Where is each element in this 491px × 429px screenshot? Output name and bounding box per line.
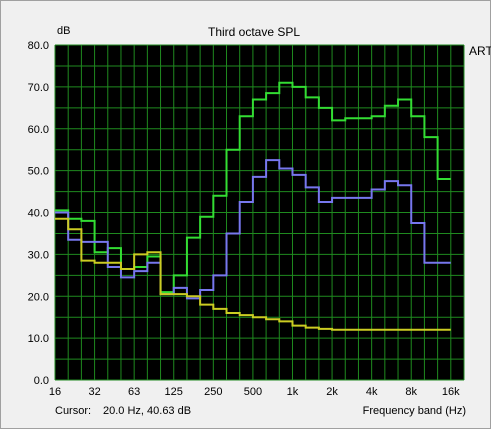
series-line-3	[55, 217, 451, 331]
y-tick-label: 30.0	[28, 249, 49, 261]
y-tick-label: 0.0	[34, 375, 49, 387]
y-tick-label: 50.0	[28, 166, 49, 178]
x-axis-label: Frequency band (Hz)	[362, 405, 466, 417]
y-tick-label: 10.0	[28, 333, 49, 345]
cursor-readout: 20.0 Hz, 40.63 dB	[103, 405, 192, 417]
x-tick-label: 32	[88, 386, 100, 398]
y-tick-label: 60.0	[28, 124, 49, 136]
y-axis-ticks: 0.0 10.0 20.0 30.0 40.0 50.0 60.0 70.0 80.0	[28, 40, 49, 387]
x-tick-label: 8k	[405, 386, 417, 398]
y-tick-label: 20.0	[28, 291, 49, 303]
y-tick-label: 70.0	[28, 82, 49, 94]
chart-title: Third octave SPL	[208, 25, 301, 39]
series-layer	[55, 81, 451, 331]
grid	[54, 44, 465, 381]
x-tick-label: 250	[204, 386, 222, 398]
x-axis-ticks: 16 32 63 125 250 500 1k 2k 4k 8k 16k	[49, 386, 460, 398]
x-tick-label: 2k	[326, 386, 338, 398]
series-line-2	[55, 159, 451, 300]
x-tick-label: 1k	[287, 386, 299, 398]
brand-label: ARTA	[469, 44, 491, 58]
y-axis-unit-label: dB	[57, 25, 71, 37]
x-tick-label: 125	[165, 386, 183, 398]
y-tick-label: 80.0	[28, 40, 49, 52]
cursor-label: Cursor:	[55, 405, 92, 417]
y-tick-label: 40.0	[28, 208, 49, 220]
x-tick-label: 500	[244, 386, 262, 398]
x-tick-label: 63	[128, 386, 140, 398]
x-tick-label: 16	[49, 386, 61, 398]
x-tick-label: 4k	[366, 386, 378, 398]
x-tick-label: 16k	[442, 386, 460, 398]
